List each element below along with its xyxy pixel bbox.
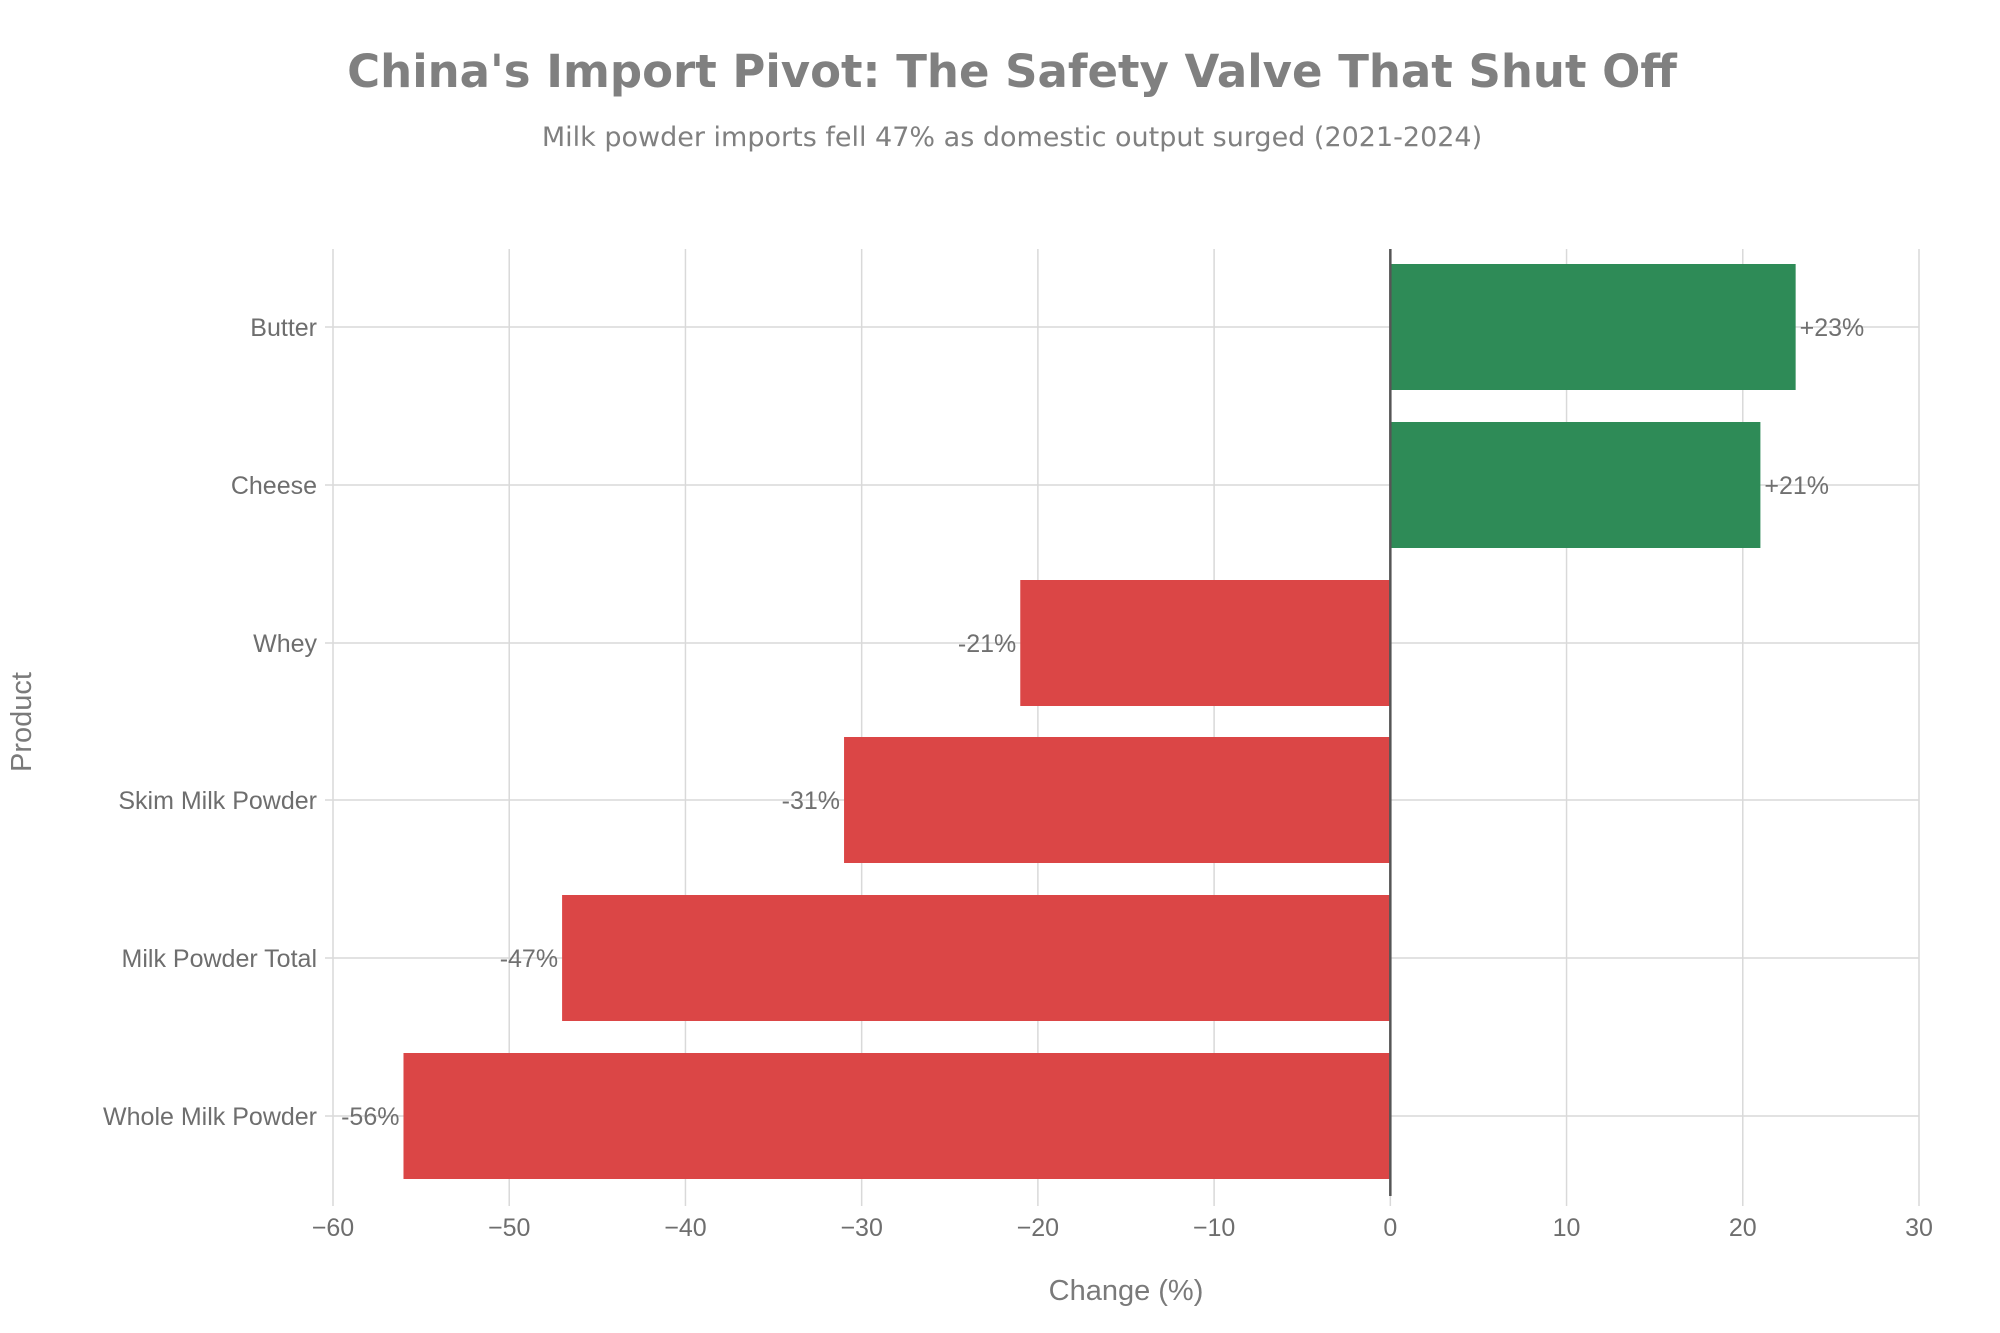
x-tick-label: 30 (1905, 1214, 1933, 1242)
x-tick-label: −30 (840, 1214, 882, 1242)
x-tick-label: −60 (312, 1214, 354, 1242)
y-tick-label: Whole Milk Powder (103, 1103, 317, 1131)
x-tick-label: −10 (1193, 1214, 1235, 1242)
chart-title: China's Import Pivot: The Safety Valve T… (347, 45, 1677, 98)
x-tick-label: 10 (1553, 1214, 1581, 1242)
bar (1020, 580, 1391, 706)
x-axis-title: Change (%) (1049, 1275, 1204, 1307)
chart-subtitle: Milk powder imports fell 47% as domestic… (542, 122, 1482, 153)
x-tick-label: −50 (488, 1214, 530, 1242)
data-label: +21% (1764, 472, 1829, 500)
data-label: -56% (341, 1103, 399, 1131)
y-tick-label: Cheese (231, 472, 317, 500)
bar (844, 737, 1391, 863)
data-label: -21% (958, 630, 1016, 658)
x-tick-label: −40 (664, 1214, 706, 1242)
y-tick-label: Milk Powder Total (122, 945, 317, 973)
x-tick-label: −20 (1017, 1214, 1059, 1242)
data-label: -31% (782, 787, 840, 815)
x-tick-label: 0 (1383, 1214, 1397, 1242)
y-tick-label: Whey (253, 630, 317, 658)
bar (562, 895, 1391, 1021)
y-tick-label: Butter (250, 314, 317, 342)
y-axis-title: Product (6, 672, 38, 772)
y-tick-label: Skim Milk Powder (118, 787, 317, 815)
bar (1390, 264, 1796, 390)
x-tick-label: 20 (1729, 1214, 1757, 1242)
bar (1390, 422, 1761, 548)
data-label: +23% (1800, 314, 1865, 342)
data-label: -47% (500, 945, 558, 973)
bar (403, 1053, 1391, 1179)
